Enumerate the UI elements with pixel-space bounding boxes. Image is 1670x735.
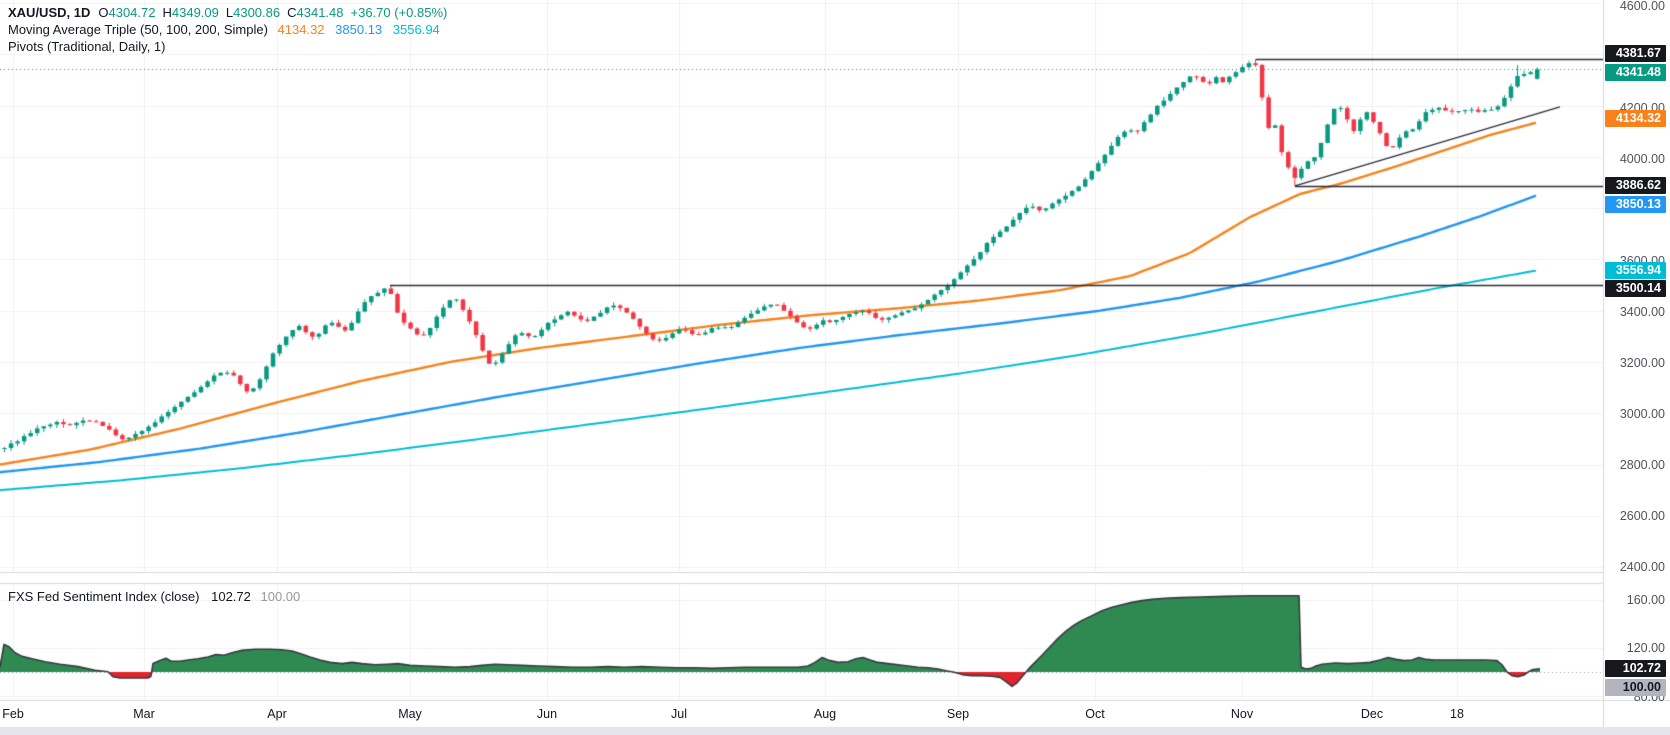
time-axis-label: Jun <box>536 707 558 721</box>
main-chart-legend: XAU/USD, 1D O4304.72 H4349.09 L4300.86 C4341… <box>8 4 447 55</box>
indicator-baseline-value: 100.00 <box>260 589 301 604</box>
ma100-value: 3850.13 <box>335 22 383 37</box>
time-axis-label: Mar <box>133 707 155 721</box>
legend-pivots-row[interactable]: Pivots (Traditional, Daily, 1) <box>8 38 447 55</box>
price-change: +36.70 (+0.85%) <box>350 5 448 20</box>
time-axis-label: May <box>398 707 422 721</box>
axis-tick-label: 2800.00 <box>1619 458 1665 472</box>
axis-price-badge: 3850.13 <box>1605 195 1666 213</box>
pane-separator[interactable] <box>0 572 1603 584</box>
time-axis-label: Dec <box>1360 707 1384 721</box>
axis-tick-label: 120.00 <box>1626 641 1665 655</box>
time-axis-label: Oct <box>1085 707 1105 721</box>
time-axis-label: Nov <box>1230 707 1254 721</box>
axis-price-badge: 3500.14 <box>1605 279 1666 297</box>
ma-indicator-title: Moving Average Triple (50, 100, 200, Sim… <box>8 22 268 37</box>
axis-price-badge: 4381.67 <box>1605 44 1666 62</box>
axis-tick-label: 3400.00 <box>1619 305 1665 319</box>
time-axis[interactable]: Feb Mar Apr May Jun Jul Aug Sep Oct Nov Dec 18 <box>0 700 1603 727</box>
ohlc-close: C4341.48 <box>287 5 344 20</box>
ohlc-high: H4349.09 <box>162 5 219 20</box>
axis-price-badge: 4134.32 <box>1605 109 1666 127</box>
indicator-pane-legend[interactable]: FXS Fed Sentiment Index (close) 102.72 1… <box>8 588 300 605</box>
time-axis-label: Sep <box>946 707 970 721</box>
time-axis-label: Jul <box>671 707 687 721</box>
ma50-value: 4134.32 <box>277 22 325 37</box>
axis-price-badge: 3556.94 <box>1605 261 1666 279</box>
indicator-value: 102.72 <box>211 589 251 604</box>
axis-tick-label: 4600.00 <box>1619 0 1665 13</box>
axis-tick-label: 3000.00 <box>1619 407 1665 421</box>
pivots-indicator-title: Pivots (Traditional, Daily, 1) <box>8 39 166 54</box>
price-axis[interactable]: 4600.004200.004000.003600.003400.003200.… <box>1604 0 1670 703</box>
axis-tick-label: 2600.00 <box>1619 509 1665 523</box>
bottom-strip <box>0 727 1670 735</box>
ohlc-open: O4304.72 <box>98 5 156 20</box>
axis-tick-label: 2400.00 <box>1619 560 1665 574</box>
axis-price-badge: 3886.62 <box>1605 176 1666 194</box>
symbol-title: XAU/USD, 1D <box>8 5 91 20</box>
axis-price-badge: 100.00 <box>1605 678 1666 696</box>
axis-price-badge: 102.72 <box>1605 659 1666 677</box>
ma200-value: 3556.94 <box>392 22 440 37</box>
axis-tick-label: 3200.00 <box>1619 356 1665 370</box>
axis-tick-label: 160.00 <box>1626 593 1665 607</box>
legend-ma-row[interactable]: Moving Average Triple (50, 100, 200, Sim… <box>8 21 447 38</box>
ohlc-low: L4300.86 <box>225 5 281 20</box>
time-axis-label: Aug <box>813 707 837 721</box>
axis-price-badge: 4341.48 <box>1605 63 1666 81</box>
time-axis-label: 18 <box>1450 707 1464 721</box>
indicator-title: FXS Fed Sentiment Index (close) <box>8 589 200 604</box>
axis-tick-label: 4000.00 <box>1619 152 1665 166</box>
time-axis-label: Feb <box>2 707 24 721</box>
time-axis-label: Apr <box>267 707 287 721</box>
legend-symbol-row[interactable]: XAU/USD, 1D O4304.72 H4349.09 L4300.86 C4341… <box>8 4 447 21</box>
